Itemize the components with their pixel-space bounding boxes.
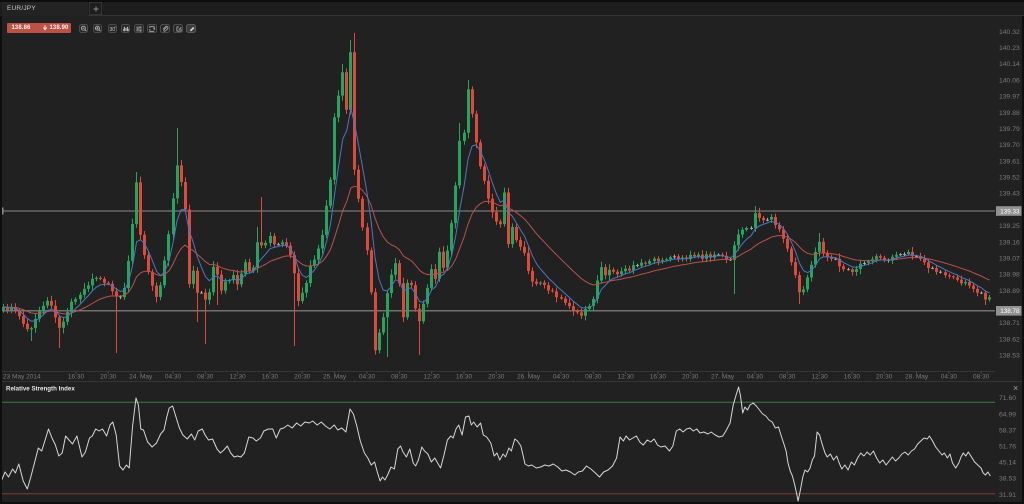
svg-text:26. May: 26. May <box>517 374 541 381</box>
svg-text:20:30: 20:30 <box>294 374 311 381</box>
svg-text:139.25: 139.25 <box>999 223 1020 230</box>
svg-text:23 May 2014: 23 May 2014 <box>3 374 41 381</box>
svg-text:138.62: 138.62 <box>999 336 1020 343</box>
svg-text:140.14: 140.14 <box>999 61 1020 68</box>
svg-text:24. May: 24. May <box>129 374 153 381</box>
svg-text:m: m <box>115 26 117 29</box>
svg-text:139.79: 139.79 <box>999 126 1020 133</box>
svg-text:139.43: 139.43 <box>999 191 1020 198</box>
svg-text:139.07: 139.07 <box>999 256 1020 263</box>
svg-text:20:30: 20:30 <box>100 374 117 381</box>
svg-text:58.37: 58.37 <box>999 427 1016 434</box>
svg-text:20:30: 20:30 <box>876 374 893 381</box>
svg-text:38.53: 38.53 <box>999 476 1016 483</box>
svg-text:139.52: 139.52 <box>999 175 1020 182</box>
svg-text:28. May: 28. May <box>905 374 929 381</box>
svg-text:08:30: 08:30 <box>779 374 796 381</box>
svg-text:20:30: 20:30 <box>488 374 505 381</box>
svg-text:Relative Strength Index: Relative Strength Index <box>6 386 75 393</box>
svg-text:138.71: 138.71 <box>999 320 1020 327</box>
svg-text:139.97: 139.97 <box>999 94 1020 101</box>
svg-text:139.61: 139.61 <box>999 158 1020 165</box>
svg-text:27. May: 27. May <box>711 374 735 381</box>
svg-text:12:30: 12:30 <box>423 374 440 381</box>
svg-text:138.53: 138.53 <box>999 353 1020 360</box>
svg-text:140.32: 140.32 <box>999 29 1020 36</box>
svg-text:12:30: 12:30 <box>617 374 634 381</box>
svg-text:08:30: 08:30 <box>391 374 408 381</box>
svg-text:71.60: 71.60 <box>999 395 1016 402</box>
svg-text:138.89: 138.89 <box>999 288 1020 295</box>
svg-text:08:30: 08:30 <box>973 374 990 381</box>
svg-text:16:30: 16:30 <box>456 374 473 381</box>
svg-text:04:30: 04:30 <box>941 374 958 381</box>
svg-text:25. May: 25. May <box>323 374 347 381</box>
svg-text:08:30: 08:30 <box>197 374 214 381</box>
svg-text:140.06: 140.06 <box>999 77 1020 84</box>
svg-text:16:30: 16:30 <box>262 374 279 381</box>
svg-text:138.78: 138.78 <box>1000 308 1020 315</box>
svg-text:139.70: 139.70 <box>999 142 1020 149</box>
svg-text:31.91: 31.91 <box>999 492 1016 499</box>
svg-text:04:30: 04:30 <box>359 374 376 381</box>
svg-text:08:30: 08:30 <box>585 374 602 381</box>
svg-text:16:30: 16:30 <box>68 374 85 381</box>
svg-text:30: 30 <box>110 27 116 33</box>
svg-text:04:30: 04:30 <box>553 374 570 381</box>
svg-text:139.16: 139.16 <box>999 239 1020 246</box>
svg-text:140.23: 140.23 <box>999 45 1020 52</box>
svg-text:16:30: 16:30 <box>650 374 667 381</box>
svg-text:04:30: 04:30 <box>747 374 764 381</box>
svg-text:138.98: 138.98 <box>999 272 1020 279</box>
svg-text:64.99: 64.99 <box>999 411 1016 418</box>
svg-text:12:30: 12:30 <box>811 374 828 381</box>
svg-text:04:30: 04:30 <box>165 374 182 381</box>
svg-text:12:30: 12:30 <box>229 374 246 381</box>
svg-text:20:30: 20:30 <box>682 374 699 381</box>
svg-text:×: × <box>1013 383 1018 393</box>
svg-text:16:30: 16:30 <box>844 374 861 381</box>
svg-text:139.33: 139.33 <box>1000 208 1020 215</box>
svg-text:45.14: 45.14 <box>999 460 1016 467</box>
svg-text:139.88: 139.88 <box>999 110 1020 117</box>
svg-text:51.76: 51.76 <box>999 444 1016 451</box>
